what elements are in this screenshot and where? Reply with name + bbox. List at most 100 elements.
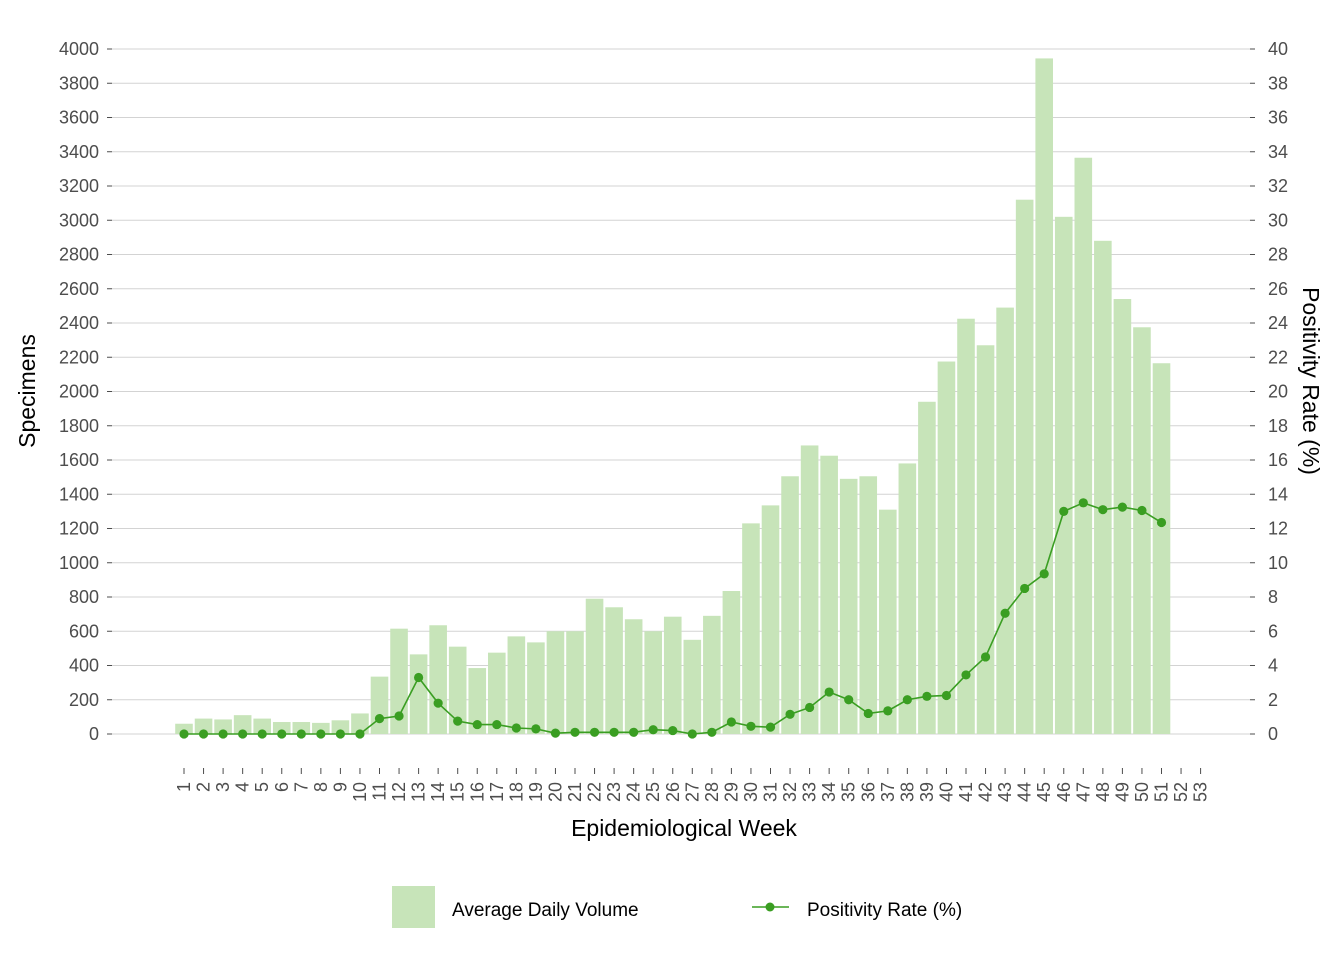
legend-line-label: Positivity Rate (%): [807, 900, 962, 921]
y-right-tick-label: 18: [1268, 416, 1288, 436]
x-tick-label: 6: [272, 782, 292, 792]
bar: [175, 723, 193, 734]
y-left-tick-label: 1400: [59, 484, 99, 504]
y-left-tick-label: 3200: [59, 176, 99, 196]
y-left-tick-label: 2200: [59, 347, 99, 367]
positivity-point: [394, 711, 404, 721]
positivity-point: [589, 727, 600, 737]
y-right-tick-label: 22: [1268, 347, 1288, 367]
bar: [898, 463, 917, 734]
x-tick-label: 8: [311, 782, 331, 792]
x-tick-label: 11: [370, 782, 390, 801]
y-right-tick-label: 8: [1268, 587, 1278, 607]
y-right-tick-label: 4: [1268, 656, 1278, 676]
positivity-point: [1137, 505, 1147, 516]
y-left-tick-label: 2400: [59, 313, 99, 333]
positivity-point: [844, 695, 854, 705]
x-tick-label: 52: [1171, 782, 1191, 802]
legend-bar-swatch: [392, 886, 435, 928]
x-tick-label: 21: [565, 782, 585, 802]
y-left-tick-label: 2600: [59, 279, 99, 299]
y-right-tick-label: 16: [1268, 450, 1288, 470]
positivity-point: [609, 727, 619, 737]
positivity-point: [335, 729, 345, 739]
bar: [585, 598, 604, 734]
x-tick-label: 45: [1034, 782, 1054, 802]
bar: [566, 631, 584, 734]
y-right-tick-label: 14: [1268, 484, 1288, 504]
bar: [312, 722, 330, 734]
bar: [214, 719, 232, 734]
positivity-point: [238, 729, 248, 739]
bar: [1094, 240, 1112, 735]
positivity-point: [1078, 498, 1088, 508]
x-tick-label: 37: [878, 782, 898, 802]
x-tick-label: 41: [956, 782, 976, 802]
x-tick-label: 47: [1073, 782, 1093, 802]
x-tick-label: 43: [995, 782, 1015, 802]
positivity-point: [961, 670, 971, 680]
y-left-tick-label: 3400: [59, 142, 99, 162]
positivity-point: [414, 672, 424, 683]
bar: [976, 345, 995, 734]
positivity-point: [1059, 506, 1069, 516]
y-right-tick-label: 40: [1268, 39, 1288, 59]
bar: [1054, 216, 1073, 734]
x-tick-label: 53: [1191, 782, 1211, 802]
positivity-point: [883, 706, 893, 716]
bar: [742, 523, 760, 734]
positivity-point: [785, 709, 795, 719]
positivity-point: [1039, 569, 1049, 579]
bar: [253, 718, 271, 734]
x-tick-label: 3: [213, 782, 233, 792]
y-left-tick-label: 200: [69, 690, 99, 710]
x-tick-label: 10: [350, 782, 370, 802]
bar-series: [175, 58, 1171, 735]
bar: [331, 720, 350, 734]
x-tick-label: 28: [702, 782, 722, 802]
y-axis-left: 0 200 400 600 800 1000 1200 1400 1600 1800 2000 220…: [59, 39, 112, 744]
positivity-point: [218, 729, 228, 739]
x-tick-label: 48: [1093, 782, 1113, 802]
bar: [624, 619, 643, 734]
positivity-point: [511, 723, 521, 733]
positivity-point: [1000, 608, 1010, 618]
positivity-point: [550, 728, 561, 738]
bar: [233, 715, 252, 734]
x-tick-label: 7: [291, 782, 311, 792]
bar: [683, 639, 702, 734]
bar: [488, 652, 506, 734]
x-tick-label: 39: [917, 782, 937, 802]
positivity-point: [179, 729, 189, 739]
positivity-point: [492, 719, 502, 730]
x-tick-label: 24: [624, 782, 644, 802]
y-left-tick-label: 4000: [59, 39, 99, 59]
legend: Average Daily Volume Positivity Rate (%): [392, 886, 962, 928]
positivity-point: [277, 729, 287, 739]
positivity-point: [687, 729, 697, 739]
positivity-point: [746, 721, 756, 731]
y-right-tick-label: 0: [1268, 724, 1278, 744]
x-tick-label: 16: [467, 782, 487, 802]
x-tick-label: 46: [1054, 782, 1074, 802]
bar: [644, 631, 662, 734]
x-tick-label: 40: [936, 782, 956, 802]
bar: [918, 401, 936, 734]
positivity-point: [570, 727, 580, 737]
positivity-point: [765, 722, 776, 732]
bar: [1035, 58, 1053, 734]
x-tick-label: 44: [1015, 782, 1035, 802]
bar: [370, 676, 389, 734]
x-tick-label: 17: [487, 782, 507, 802]
positivity-point: [941, 690, 952, 701]
bar: [1074, 157, 1093, 734]
x-tick-label: 27: [682, 782, 702, 802]
y-right-tick-label: 32: [1268, 176, 1288, 196]
x-tick-label: 31: [761, 782, 781, 802]
bar: [879, 509, 897, 734]
x-tick-label: 4: [233, 782, 253, 792]
positivity-point: [707, 727, 717, 737]
bar: [468, 668, 487, 734]
x-tick-label: 20: [545, 782, 565, 802]
